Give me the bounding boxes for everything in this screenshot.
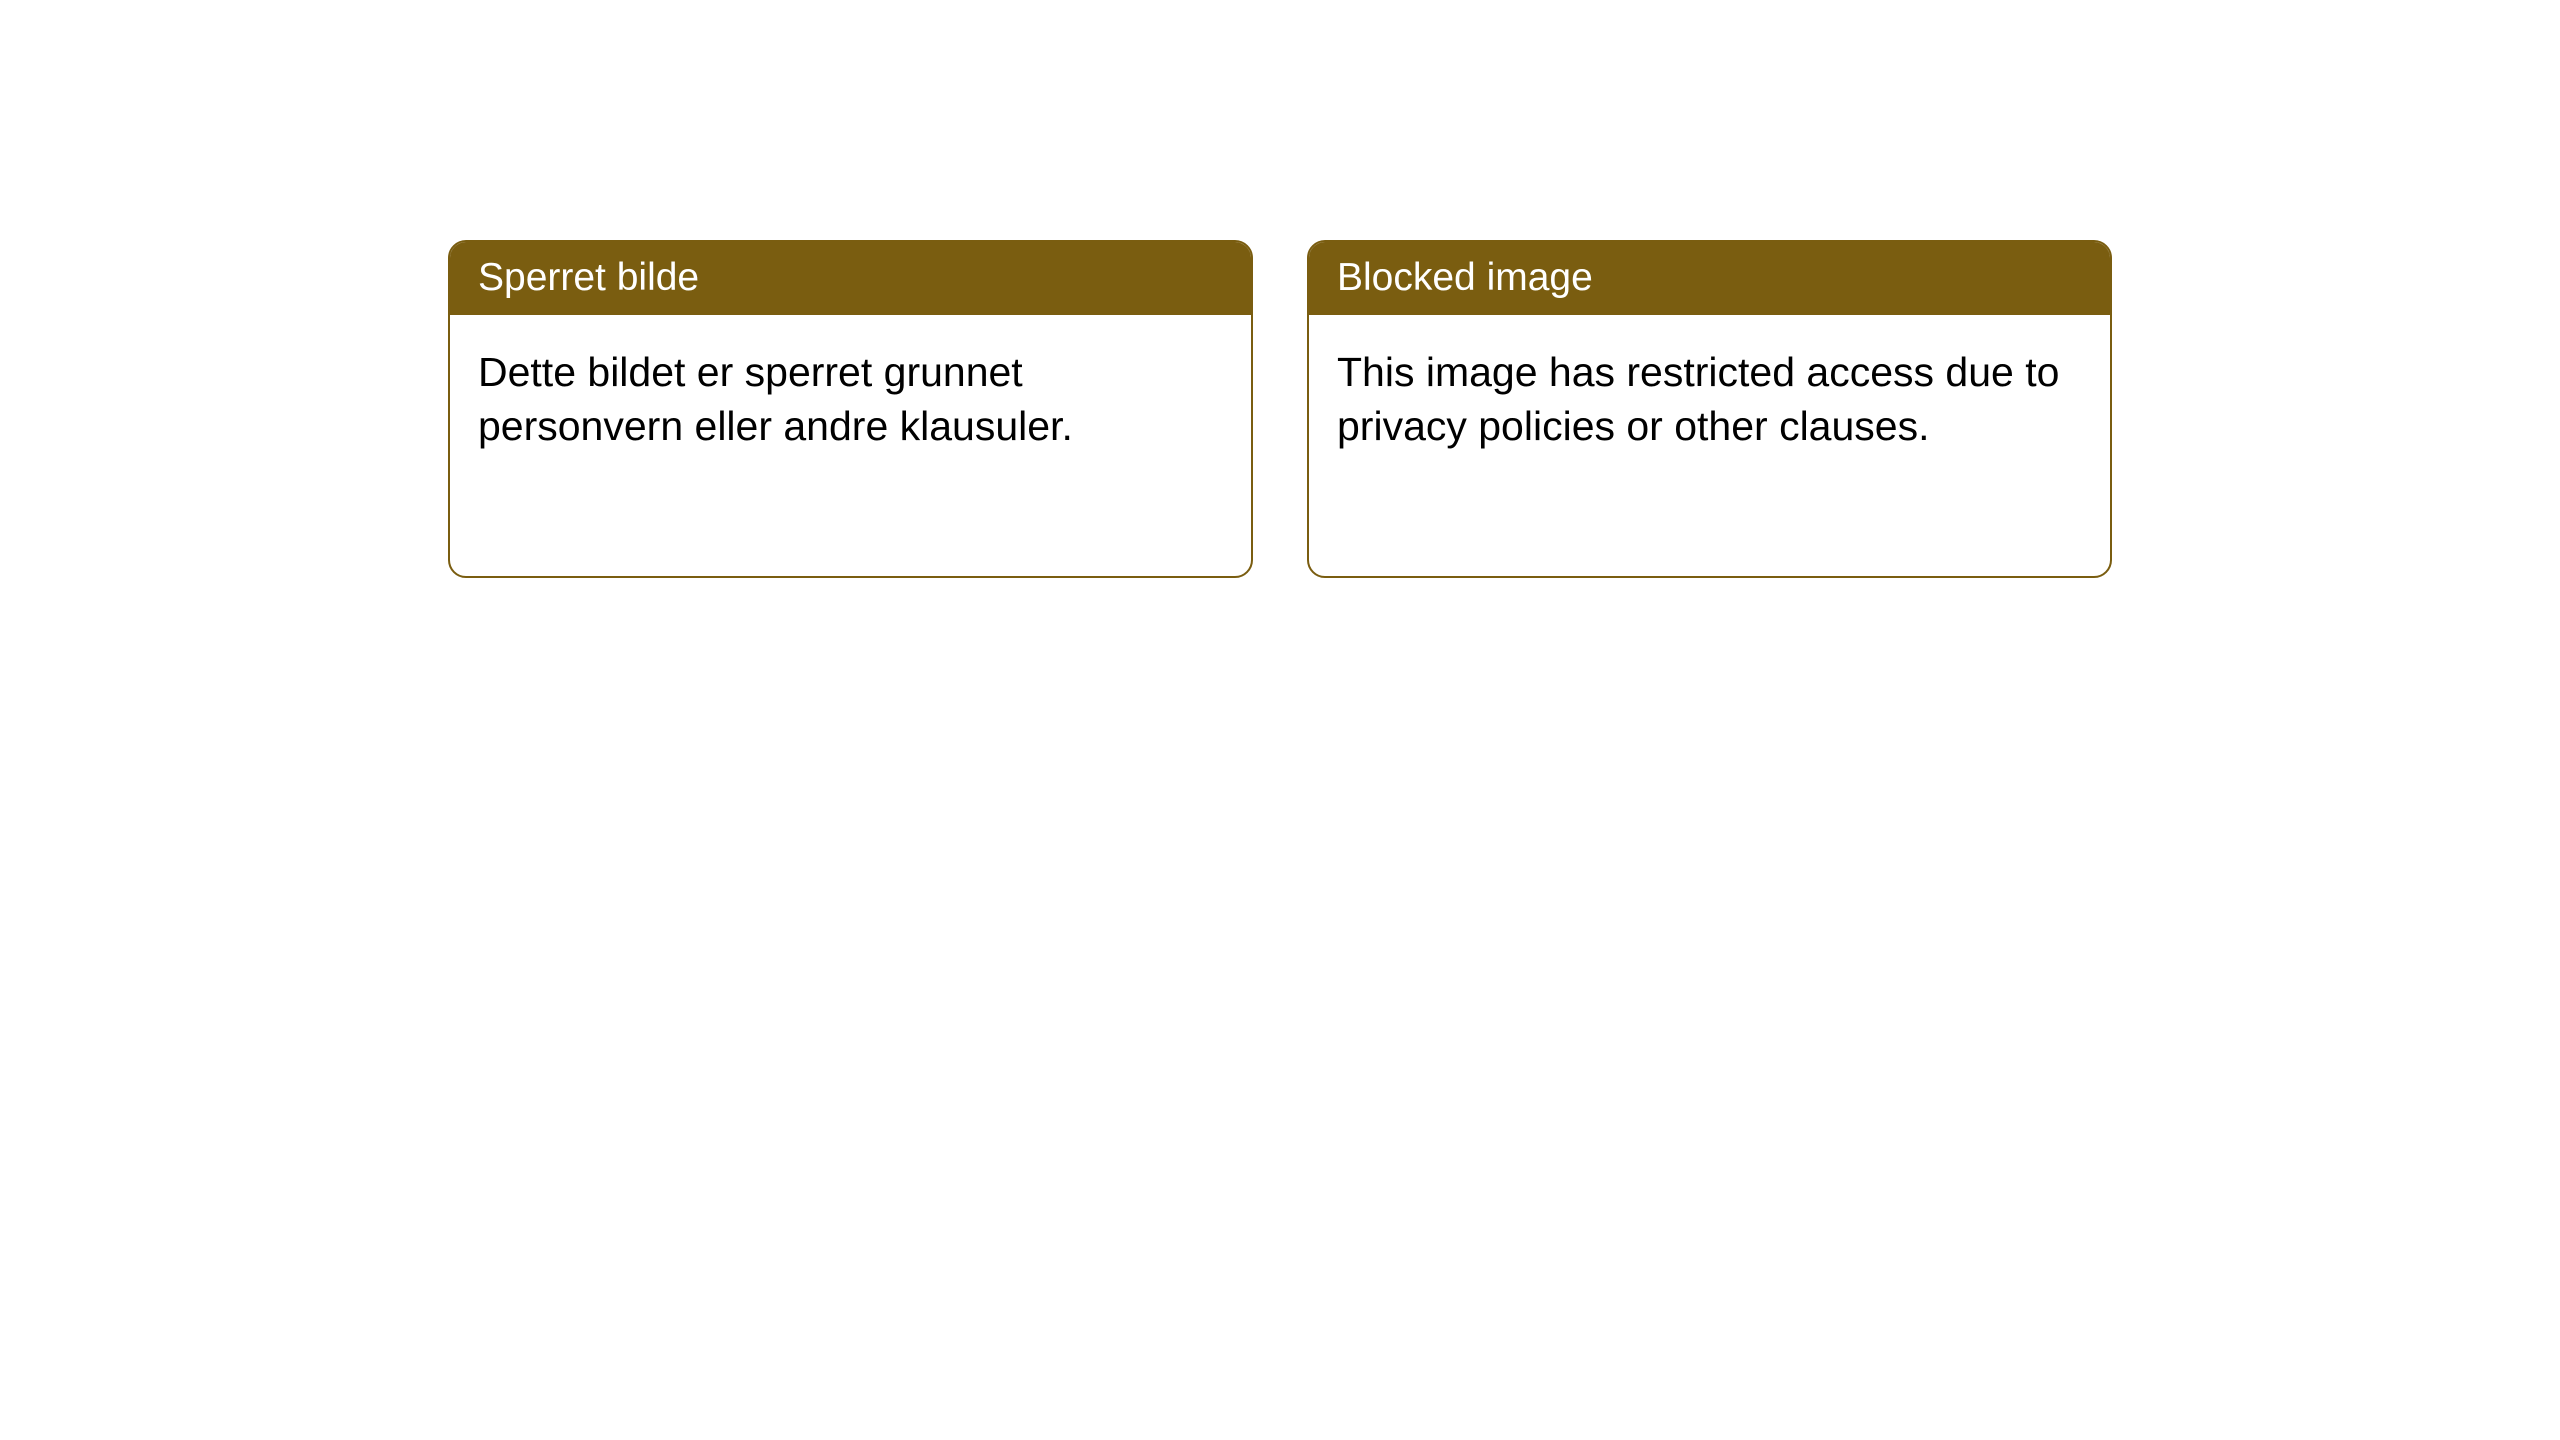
notice-text: Dette bildet er sperret grunnet personve… [478, 349, 1073, 449]
notice-text: This image has restricted access due to … [1337, 349, 2059, 449]
notice-title: Blocked image [1337, 256, 1593, 299]
notice-header: Blocked image [1309, 242, 2110, 315]
notice-body: This image has restricted access due to … [1309, 315, 2110, 483]
notice-card-norwegian: Sperret bilde Dette bildet er sperret gr… [448, 240, 1253, 578]
notice-header: Sperret bilde [450, 242, 1251, 315]
notice-container: Sperret bilde Dette bildet er sperret gr… [0, 0, 2560, 578]
notice-title: Sperret bilde [478, 256, 699, 299]
notice-body: Dette bildet er sperret grunnet personve… [450, 315, 1251, 483]
notice-card-english: Blocked image This image has restricted … [1307, 240, 2112, 578]
